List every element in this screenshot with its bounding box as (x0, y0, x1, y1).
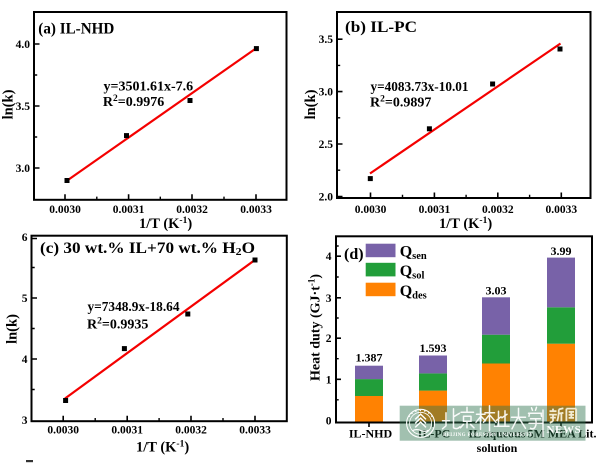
svg-text:3.5: 3.5 (16, 101, 31, 113)
svg-text:(d): (d) (344, 246, 364, 263)
svg-text:y=7348.9x-18.64: y=7348.9x-18.64 (88, 300, 180, 315)
svg-text:IL aqueous: IL aqueous (468, 427, 525, 441)
svg-text:4: 4 (326, 251, 332, 263)
svg-text:IL-NHD: IL-NHD (349, 427, 393, 441)
svg-text:3.99: 3.99 (551, 244, 572, 258)
svg-text:1: 1 (326, 374, 332, 386)
svg-text:NEWS: NEWS (547, 424, 582, 436)
svg-text:1.387: 1.387 (356, 351, 383, 365)
svg-text:Heat duty (GJ·t-1): Heat duty (GJ·t-1) (307, 274, 324, 381)
svg-text:0.0033: 0.0033 (545, 204, 577, 216)
svg-text:0.0032: 0.0032 (482, 204, 514, 216)
svg-text:(a) IL-NHD: (a) IL-NHD (38, 21, 114, 38)
svg-text:5: 5 (22, 293, 28, 305)
svg-text:1/T (K-1): 1/T (K-1) (136, 440, 189, 456)
svg-text:0.0032: 0.0032 (176, 204, 208, 216)
svg-text:5M MEA Lit.: 5M MEA Lit. (528, 427, 597, 441)
svg-text:R2=0.9976: R2=0.9976 (103, 94, 164, 110)
svg-text:6: 6 (22, 232, 28, 244)
svg-text:2.0: 2.0 (319, 192, 334, 204)
svg-text:0.0033: 0.0033 (240, 204, 272, 216)
svg-text:4.0: 4.0 (16, 39, 31, 51)
svg-text:y=4083.73x-10.01: y=4083.73x-10.01 (371, 80, 469, 95)
svg-text:ln(k): ln(k) (1, 89, 17, 119)
svg-text:3: 3 (326, 293, 332, 305)
svg-text:0.0030: 0.0030 (49, 204, 81, 216)
svg-text:1.593: 1.593 (420, 341, 447, 355)
svg-text:R2=0.9935: R2=0.9935 (87, 316, 148, 332)
svg-text:2: 2 (326, 333, 332, 345)
svg-text:ln(k): ln(k) (5, 314, 21, 344)
svg-text:0: 0 (326, 415, 332, 427)
svg-text:2.5: 2.5 (319, 139, 334, 151)
svg-text:0.0030: 0.0030 (355, 204, 387, 216)
svg-text:ln(k): ln(k) (303, 89, 319, 119)
svg-text:BEIJING FORESTRY UNIVERSITY: BEIJING FORESTRY UNIVERSITY (443, 433, 533, 438)
svg-text:0.0030: 0.0030 (47, 425, 79, 437)
svg-text:IL-PC: IL-PC (418, 427, 451, 441)
svg-text:0.0031: 0.0031 (419, 204, 451, 216)
svg-text:3.0: 3.0 (16, 163, 31, 175)
svg-text:R2=0.9897: R2=0.9897 (370, 95, 431, 111)
svg-text:3.03: 3.03 (486, 283, 507, 297)
svg-text:y=3501.61x-7.6: y=3501.61x-7.6 (104, 79, 194, 94)
svg-text:1/T (K-1): 1/T (K-1) (439, 216, 492, 232)
svg-text:(b) IL-PC: (b) IL-PC (345, 19, 417, 36)
svg-text:solution: solution (477, 441, 518, 455)
svg-text:4: 4 (22, 354, 28, 366)
svg-text:1/T (K-1): 1/T (K-1) (139, 216, 192, 232)
svg-text:0.0031: 0.0031 (113, 204, 145, 216)
svg-text:(c) 30 wt.% IL+70 wt.% H2O: (c) 30 wt.% IL+70 wt.% H 2O (40, 240, 255, 258)
svg-text:3: 3 (22, 415, 28, 427)
svg-text:0.0032: 0.0032 (175, 425, 207, 437)
svg-text:0.0031: 0.0031 (111, 425, 143, 437)
svg-text:3.0: 3.0 (319, 87, 334, 99)
svg-text:3.5: 3.5 (319, 34, 334, 46)
svg-text:0.0033: 0.0033 (239, 425, 271, 437)
